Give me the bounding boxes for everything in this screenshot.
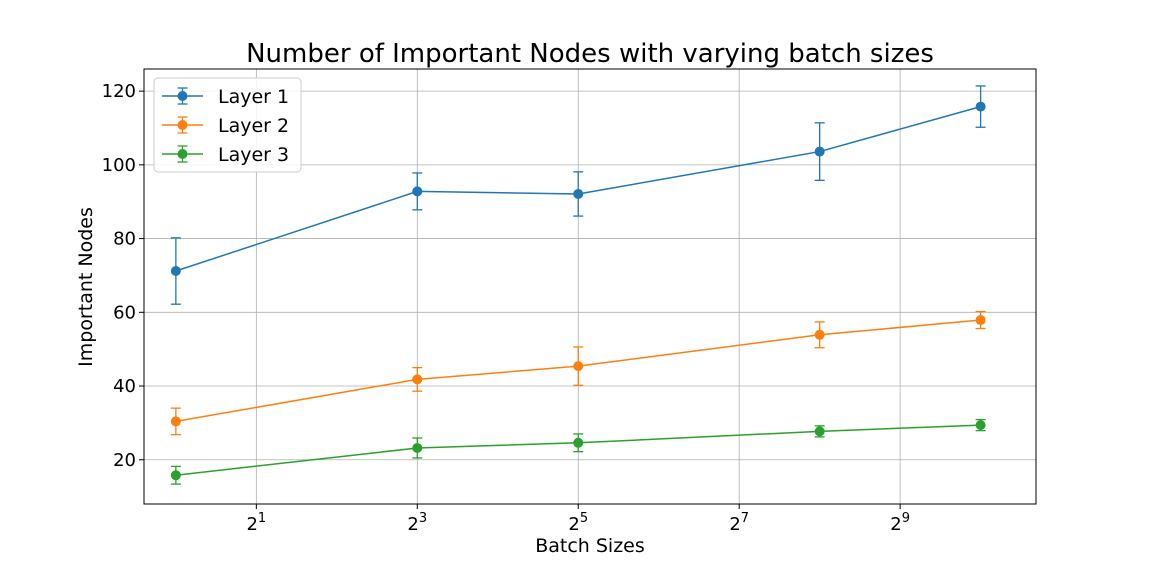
series-2: [170, 310, 986, 436]
x-tick-label: 25: [568, 511, 588, 535]
data-point: [170, 470, 181, 481]
data-point: [975, 101, 986, 112]
x-tick-label: 27: [729, 511, 749, 535]
data-point: [814, 146, 825, 157]
x-tick-label: 21: [246, 511, 266, 535]
legend-item: Layer 3: [162, 144, 289, 166]
data-point: [412, 442, 423, 453]
y-tick-label: 20: [113, 450, 136, 471]
legend-box: [153, 77, 302, 173]
x-axis-ticks: 21 23 25 27 29: [246, 504, 910, 535]
plot-area: [170, 85, 986, 485]
data-point: [975, 315, 986, 326]
legend-marker: [177, 149, 188, 159]
legend-marker: [177, 120, 188, 130]
data-point: [170, 416, 181, 427]
y-tick-label: 120: [102, 81, 136, 102]
legend-label: Layer 2: [218, 115, 289, 137]
y-tick-label: 40: [113, 376, 136, 397]
legend-item: Layer 1: [162, 86, 289, 108]
series-1: [170, 85, 986, 305]
legend-label: Layer 1: [218, 86, 289, 108]
x-axis-label: Batch Sizes: [535, 535, 645, 557]
chart-title: Number of Important Nodes with varying b…: [246, 39, 934, 69]
y-tick-label: 100: [102, 155, 136, 176]
data-point: [170, 266, 181, 277]
x-tick-label: 23: [407, 511, 427, 535]
legend-item: Layer 2: [162, 115, 289, 137]
data-point: [573, 437, 584, 448]
data-point: [814, 426, 825, 437]
data-point: [814, 329, 825, 340]
legend-marker: [177, 91, 188, 101]
y-axis-label: Important Nodes: [75, 207, 97, 367]
x-tick-label: 29: [890, 511, 910, 535]
series-3: [170, 418, 986, 485]
data-point: [573, 188, 584, 199]
legend-label: Layer 3: [218, 144, 289, 166]
data-point: [975, 420, 986, 431]
data-point: [412, 374, 423, 385]
data-point: [573, 361, 584, 372]
plot-frame: [143, 68, 1037, 505]
data-point: [412, 186, 423, 197]
y-tick-label: 80: [113, 229, 136, 250]
y-axis-ticks: 20 40 60 80 100 120: [102, 81, 144, 471]
y-tick-label: 60: [113, 302, 136, 323]
legend: Layer 1 Layer 2 Layer 3: [153, 77, 302, 173]
